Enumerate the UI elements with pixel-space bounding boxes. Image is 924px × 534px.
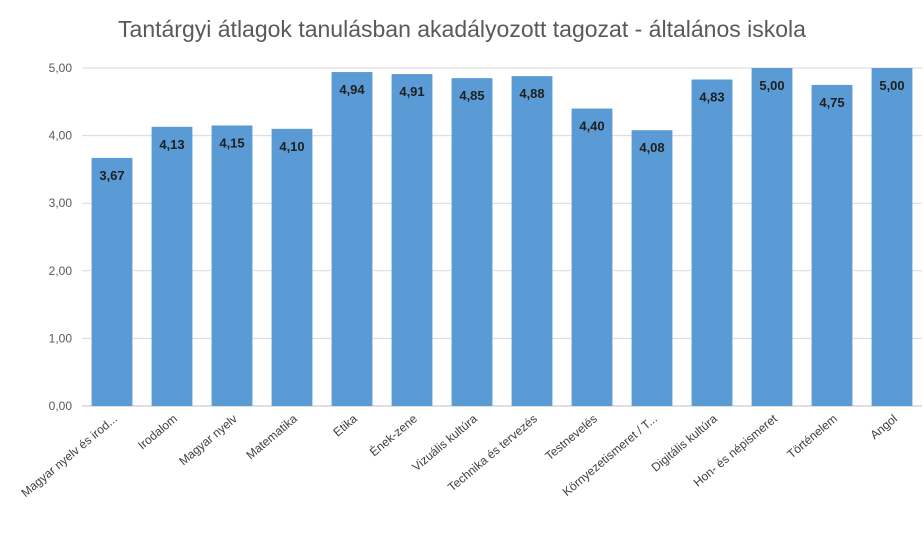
chart-title: Tantárgyi átlagok tanulásban akadályozot…: [118, 16, 806, 42]
data-label: 4,75: [819, 95, 844, 110]
data-label: 4,94: [339, 82, 365, 97]
x-tick-label: Testnevelés: [542, 412, 600, 463]
bar: [451, 78, 493, 406]
x-tick-label: Irodalom: [135, 412, 180, 453]
bar: [211, 125, 253, 407]
y-tick-label: 5,00: [49, 61, 73, 75]
data-label: 4,10: [279, 139, 304, 154]
data-label: 4,88: [519, 86, 544, 101]
bar: [751, 68, 793, 406]
y-tick-label: 2,00: [49, 264, 73, 278]
x-tick-label: Magyar nyelv és irod...: [18, 412, 119, 500]
bar: [691, 79, 733, 406]
x-tick-label: Angol: [867, 412, 900, 442]
x-tick-label: Etika: [330, 411, 360, 439]
bar: [151, 126, 193, 406]
bar: [631, 130, 673, 406]
bar: [871, 68, 913, 406]
data-label: 4,15: [219, 135, 244, 150]
data-label: 4,83: [699, 89, 724, 104]
x-tick-label: Magyar nyelv: [176, 412, 240, 469]
x-tick-label: Matematika: [243, 411, 300, 462]
data-label: 5,00: [759, 78, 784, 93]
data-label: 4,08: [639, 140, 664, 155]
y-tick-label: 4,00: [49, 129, 73, 143]
y-tick-label: 0,00: [49, 399, 73, 413]
y-tick-label: 1,00: [49, 331, 73, 345]
data-label: 4,13: [159, 137, 184, 152]
bar: [331, 72, 373, 406]
bar: [91, 157, 133, 406]
data-label: 4,85: [459, 88, 484, 103]
data-label: 4,40: [579, 119, 604, 134]
x-tick-label: Történelem: [784, 412, 840, 462]
x-tick-label: Ének-zene: [366, 411, 420, 460]
data-label: 4,91: [399, 84, 424, 99]
bar: [391, 74, 433, 407]
data-label: 3,67: [99, 168, 124, 183]
y-tick-label: 3,00: [49, 196, 73, 210]
data-label: 5,00: [879, 78, 904, 93]
bar: [511, 76, 553, 406]
bar: [571, 108, 613, 406]
bar: [811, 84, 853, 407]
bar: [271, 128, 313, 406]
